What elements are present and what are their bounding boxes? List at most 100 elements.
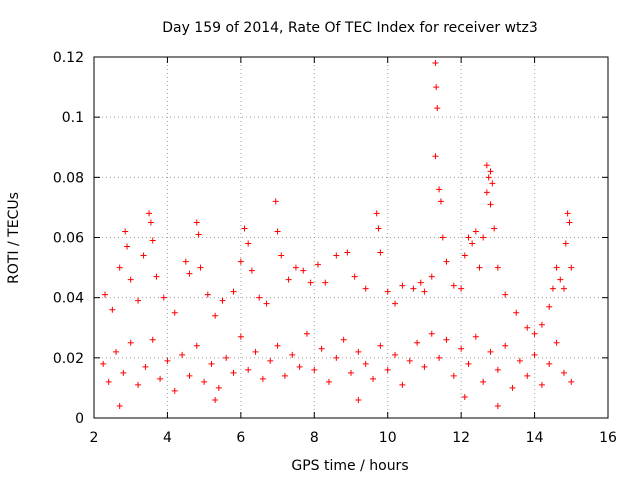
data-point <box>436 186 443 193</box>
data-point <box>241 225 248 232</box>
data-point <box>245 240 252 247</box>
data-point <box>281 372 288 379</box>
data-point <box>204 291 211 298</box>
data-point <box>248 267 255 274</box>
data-point <box>439 234 446 241</box>
data-point <box>491 225 498 232</box>
data-point <box>267 357 274 364</box>
data-point <box>373 210 380 217</box>
data-point <box>197 264 204 271</box>
data-point <box>414 339 421 346</box>
data-point <box>135 381 142 388</box>
data-point <box>566 219 573 226</box>
data-point <box>443 336 450 343</box>
data-point <box>557 276 564 283</box>
data-point <box>375 225 382 232</box>
data-point <box>149 336 156 343</box>
data-point <box>140 252 147 259</box>
data-point <box>116 402 123 409</box>
axis-ticks: 2 4 6 8 10 12 14 16 0 0.02 0.04 0.06 0.08 0.1 0.12 <box>53 50 617 446</box>
data-point <box>502 291 509 298</box>
data-point <box>127 276 134 283</box>
data-point <box>516 357 523 364</box>
data-point <box>450 282 457 289</box>
data-point <box>377 342 384 349</box>
data-point <box>325 378 332 385</box>
data-point <box>417 279 424 286</box>
data-point <box>502 342 509 349</box>
y-tick-label: 0.1 <box>62 110 84 126</box>
x-tick-label: 4 <box>163 430 172 446</box>
data-point <box>509 384 516 391</box>
data-point <box>546 360 553 367</box>
data-point <box>564 210 571 217</box>
data-point <box>560 285 567 292</box>
data-point <box>568 378 575 385</box>
data-point <box>311 366 318 373</box>
data-point <box>318 345 325 352</box>
data-point <box>355 348 362 355</box>
x-tick-label: 6 <box>236 430 245 446</box>
x-tick-label: 14 <box>526 430 544 446</box>
data-point <box>333 354 340 361</box>
data-point <box>237 258 244 265</box>
data-point <box>333 252 340 259</box>
data-point <box>560 369 567 376</box>
x-tick-label: 2 <box>90 430 99 446</box>
data-point <box>461 393 468 400</box>
data-point <box>171 309 178 316</box>
data-point <box>146 210 153 217</box>
data-point <box>450 372 457 379</box>
data-point <box>100 360 107 367</box>
data-point <box>433 84 440 91</box>
data-point <box>322 279 329 286</box>
y-tick-label: 0.06 <box>53 231 84 247</box>
data-point <box>113 348 120 355</box>
data-point <box>524 324 531 331</box>
x-tick-label: 8 <box>310 430 319 446</box>
data-point <box>531 330 538 337</box>
data-point <box>193 219 200 226</box>
y-axis-label: ROTI / TECUs <box>6 192 22 284</box>
data-point <box>153 273 160 280</box>
data-point <box>149 237 156 244</box>
data-point <box>278 252 285 259</box>
data-point <box>377 249 384 256</box>
data-point <box>421 363 428 370</box>
data-point <box>472 333 479 340</box>
data-point <box>256 294 263 301</box>
data-point <box>201 378 208 385</box>
data-point <box>160 294 167 301</box>
data-point <box>285 276 292 283</box>
data-point <box>513 309 520 316</box>
data-point <box>340 336 347 343</box>
data-point <box>230 369 237 376</box>
data-point <box>157 375 164 382</box>
data-point <box>553 339 560 346</box>
data-point <box>223 354 230 361</box>
data-point <box>355 396 362 403</box>
data-point <box>384 366 391 373</box>
data-point <box>296 363 303 370</box>
data-point <box>102 291 109 298</box>
data-point <box>212 396 219 403</box>
data-point <box>193 342 200 349</box>
data-point <box>182 258 189 265</box>
data-point <box>142 363 149 370</box>
data-point <box>432 153 439 160</box>
x-axis-label: GPS time / hours <box>291 458 408 474</box>
data-point <box>553 264 560 271</box>
data-point <box>549 285 556 292</box>
data-point <box>272 198 279 205</box>
data-point <box>384 288 391 295</box>
data-point <box>485 174 492 181</box>
data-point <box>259 375 266 382</box>
data-point <box>494 366 501 373</box>
data-point <box>303 330 310 337</box>
data-point <box>147 219 154 226</box>
data-point <box>392 351 399 358</box>
data-point <box>524 372 531 379</box>
data-point <box>289 351 296 358</box>
data-point <box>399 282 406 289</box>
